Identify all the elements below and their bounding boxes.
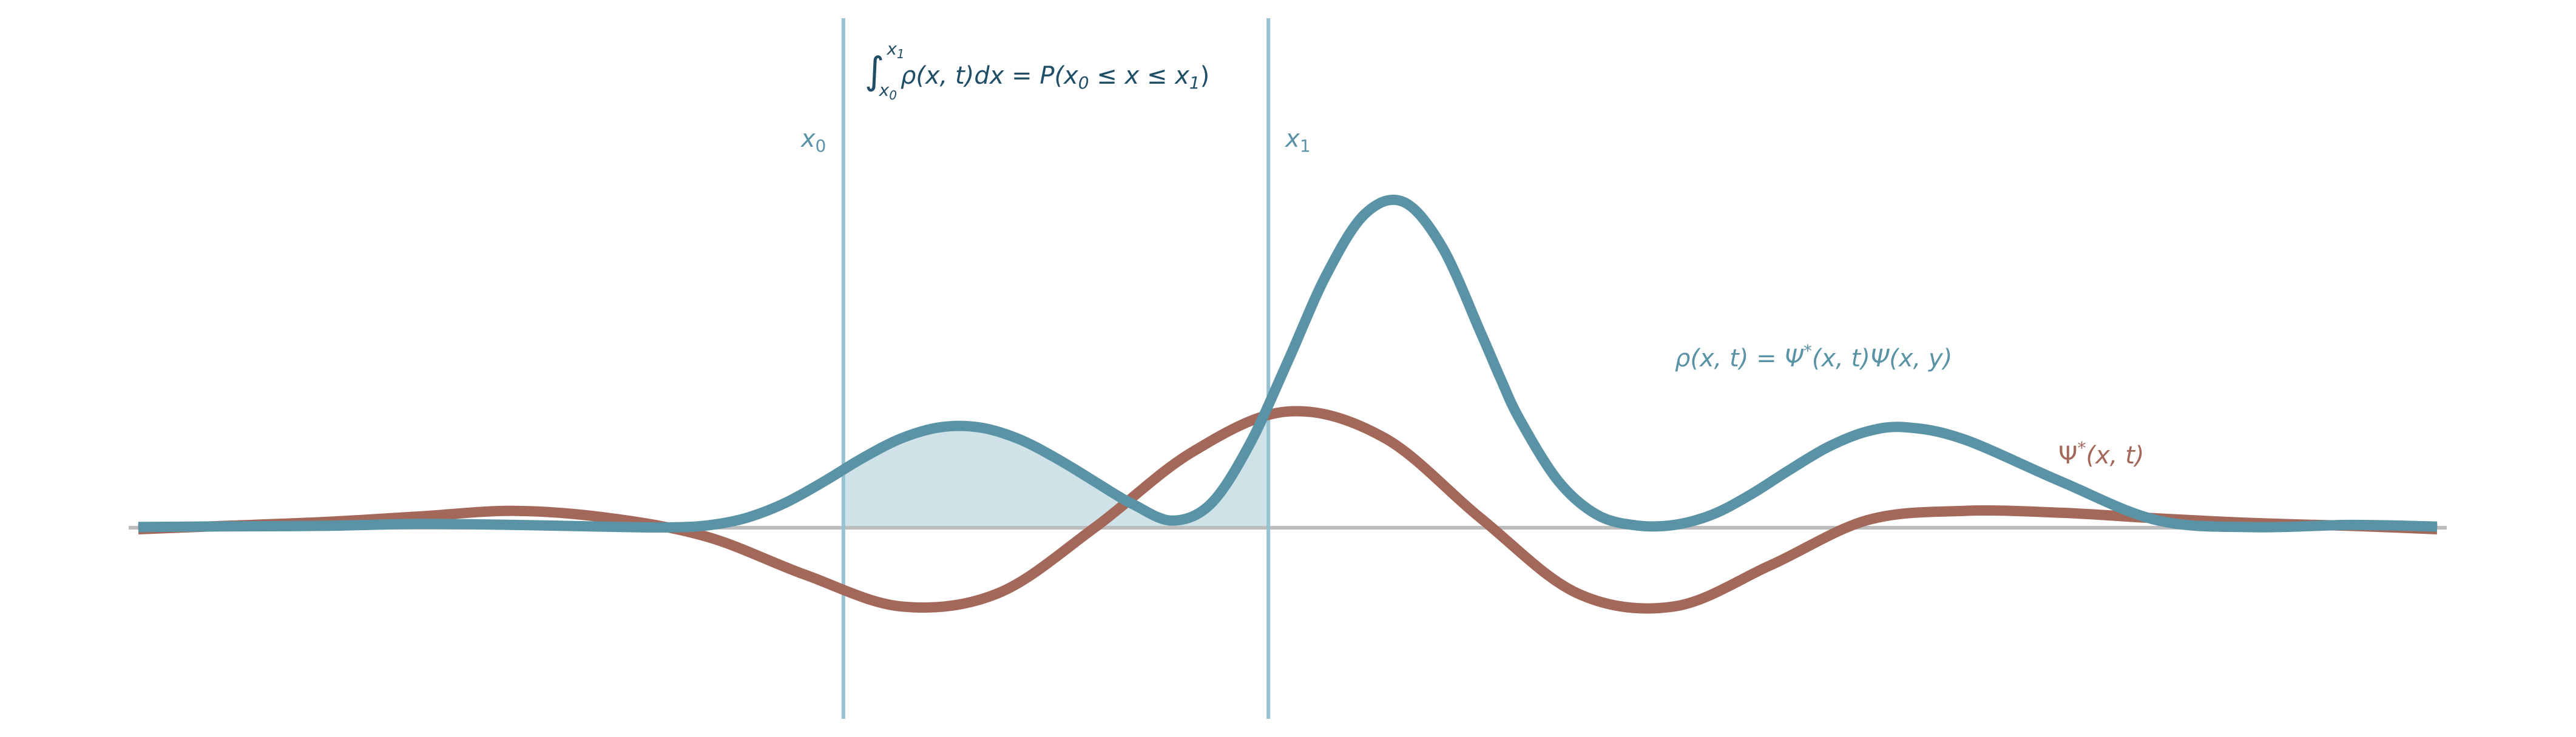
rho-label-rest: (x, t)Ψ(x, y) — [1812, 345, 1952, 372]
probability-shaded-area — [843, 403, 1269, 528]
rho-series-label: ρ(x, t) = Ψ*(x, t)Ψ(x, y) — [1675, 341, 1952, 372]
integral-upper-limit: x — [886, 39, 897, 59]
psi-label-star: * — [2077, 438, 2086, 458]
integral-mid: ≤ x ≤ x — [1089, 62, 1190, 90]
integral-end: ) — [1200, 62, 1210, 90]
interval-markers: x0 x1 — [800, 18, 1311, 719]
integral-sub-1: 1 — [1189, 73, 1200, 93]
integral-body: ρ(x, t)dx = P(x — [901, 62, 1078, 90]
integral-upper-limit-sub: 1 — [897, 47, 905, 61]
rho-label-main: ρ(x, t) = Ψ — [1675, 345, 1804, 372]
integral-lower-limit-sub: 0 — [889, 88, 897, 103]
rho-label-star: * — [1804, 341, 1812, 361]
marker-label-x1: x1 — [1284, 125, 1311, 156]
psi-label-rest: (x, t) — [2086, 442, 2144, 469]
rho-line — [138, 194, 2438, 533]
psi-label-main: Ψ — [2058, 442, 2077, 469]
integral-sub-0: 0 — [1078, 73, 1089, 93]
integral-lower-limit: x — [879, 80, 890, 100]
integral-sign: ∫ — [865, 49, 884, 93]
integral-annotation: ∫ x1 x0ρ(x, t)dx = P(x0 ≤ x ≤ x1) — [865, 39, 1209, 103]
psi-line — [138, 406, 2438, 614]
series-lines — [138, 194, 2438, 614]
marker-label-x0: x0 — [800, 125, 827, 156]
psi-series-label: Ψ*(x, t) — [2058, 438, 2144, 469]
